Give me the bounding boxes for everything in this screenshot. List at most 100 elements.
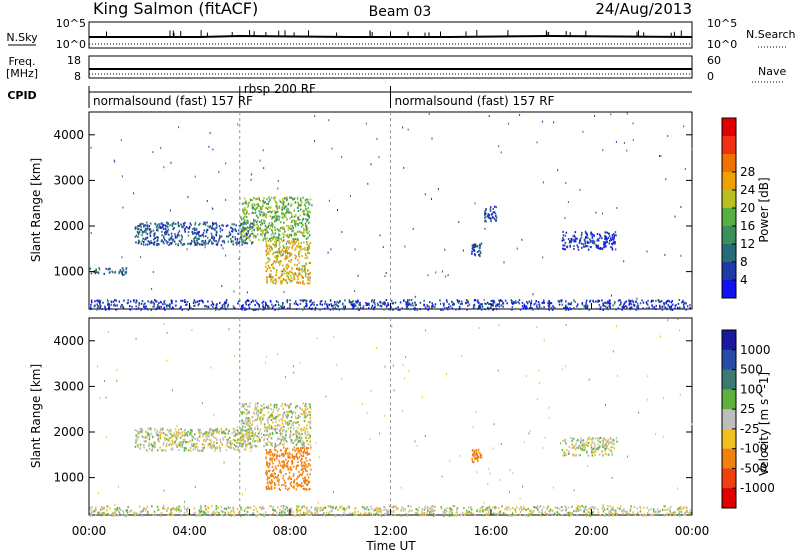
heatmap-cell [457,300,459,303]
heatmap-cell [98,268,101,271]
heatmap-cell [246,409,248,412]
heatmap-cell [593,507,595,510]
heatmap-cell [162,303,164,306]
heatmap-speckle [428,113,430,115]
heatmap-cell [689,306,691,309]
heatmap-cell [642,307,644,310]
heatmap-speckle [163,166,165,169]
heatmap-cell [408,302,411,305]
heatmap-cell [143,444,145,447]
heatmap-cell [304,469,307,472]
heatmap-cell [327,505,330,507]
heatmap-cell [225,508,228,511]
heatmap-cell [371,300,373,303]
heatmap-cell [492,208,494,210]
heatmap-cell [141,234,143,237]
heatmap-cell [194,447,196,450]
heatmap-cell [295,444,298,446]
heatmap-cell [197,231,199,234]
heatmap-cell [230,227,233,229]
heatmap-cell [284,452,287,455]
heatmap-cell [278,459,280,462]
heatmap-cell [669,510,671,513]
heatmap-cell [262,230,264,233]
heatmap-cell [184,439,186,442]
heatmap-cell [309,422,312,425]
heatmap-cell [279,468,282,471]
heatmap-cell [163,242,165,245]
heatmap-cell [262,239,264,242]
heatmap-cell [167,430,170,433]
heatmap-cell [594,449,597,452]
heatmap-cell [291,459,294,462]
heatmap-cell [307,218,309,221]
heatmap-cell [270,481,273,484]
heatmap-cell [143,224,145,227]
heatmap-cell [279,464,282,467]
heatmap-cell [307,269,309,272]
heatmap-cell [298,255,301,258]
heatmap-cell [230,446,233,449]
heatmap-cell [267,425,270,428]
heatmap-cell [661,306,663,308]
heatmap-cell [130,509,133,512]
heatmap-cell [206,438,209,441]
heatmap-cell [358,309,360,311]
heatmap-cell [310,506,313,508]
heatmap-cell [206,229,208,232]
heatmap-cell [502,512,504,515]
heatmap-cell [262,211,264,214]
heatmap-cell [146,227,148,230]
heatmap-cell [267,257,269,260]
heatmap-cell [685,308,687,311]
heatmap-cell [175,440,177,442]
heatmap-cell [146,224,149,227]
heatmap-cell [301,234,304,237]
heatmap-cell [282,203,285,206]
heatmap-cell [300,464,303,467]
heatmap-cell [257,303,259,306]
heatmap-cell [234,236,236,239]
heatmap-cell [225,299,228,301]
heatmap-cell [267,476,269,479]
heatmap-cell [183,429,186,432]
heatmap-cell [276,428,278,431]
heatmap-cell [293,410,295,413]
heatmap-cell [278,455,280,458]
heatmap-cell [291,220,294,223]
heatmap-cell [617,507,619,510]
heatmap-cell [583,245,586,248]
heatmap-cell [118,271,121,274]
heatmap-cell [496,512,499,515]
heatmap-cell [274,229,277,232]
heatmap-cell [584,508,586,510]
heatmap-cell [162,223,164,226]
heatmap-cell [191,430,193,433]
heatmap-cell [208,438,211,441]
heatmap-cell [502,305,504,308]
heatmap-cell [182,438,184,441]
heatmap-cell [231,230,233,233]
heatmap-cell [281,422,284,425]
heatmap-cell [443,304,445,307]
heatmap-cell [267,251,269,253]
heatmap-cell [293,232,296,235]
heatmap-cell [290,227,292,230]
heatmap-cell [272,305,275,308]
heatmap-cell [439,308,442,311]
heatmap-cell [299,452,301,455]
heatmap-cell [213,443,215,446]
heatmap-cell [91,506,93,509]
heatmap-cell [309,411,311,413]
heatmap-cell [468,510,470,513]
heatmap-speckle [499,301,501,304]
heatmap-cell [178,448,180,451]
heatmap-cell [484,508,486,511]
heatmap-cell [302,487,304,490]
heatmap-cell [474,458,476,460]
heatmap-cell [278,307,280,310]
heatmap-cell [617,299,620,302]
heatmap-cell [284,269,286,272]
heatmap-cell [461,300,463,303]
heatmap-cell [661,308,664,311]
